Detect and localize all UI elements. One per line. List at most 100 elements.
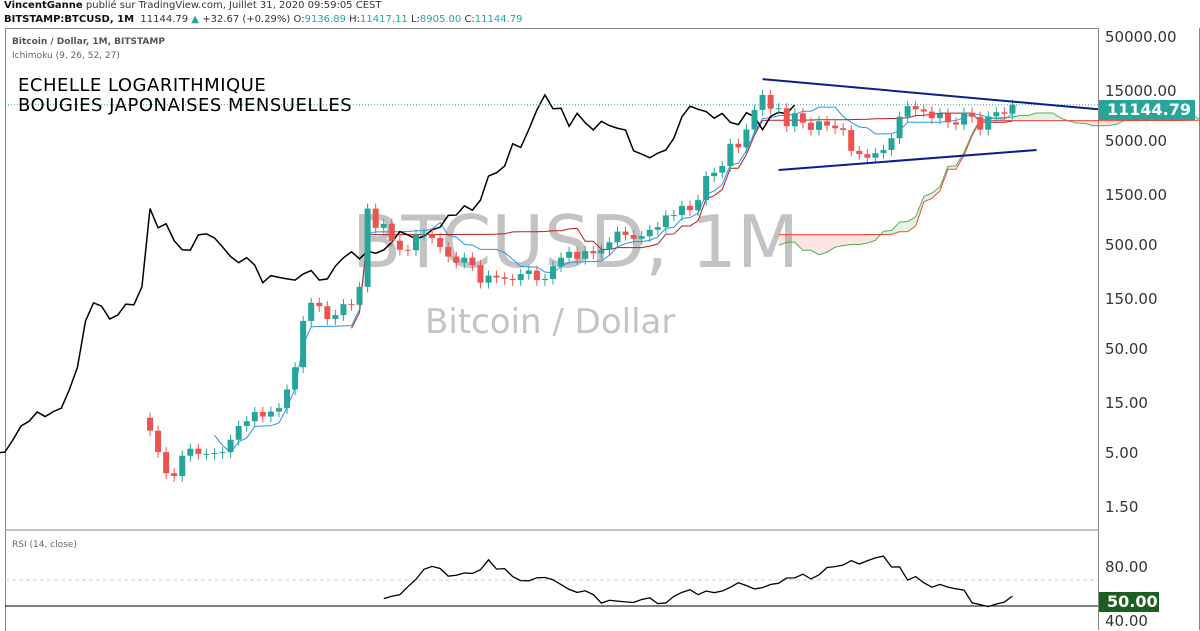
price-tick-label: 15.00: [1105, 394, 1148, 413]
author[interactable]: VincentGanne: [4, 0, 83, 11]
kumo-cloud-segment: [851, 234, 860, 245]
candle-body: [340, 304, 347, 316]
symbol-info: BITSTAMP:BTCUSD, 1M 11144.79 ▲ +32.67 (+…: [4, 14, 523, 25]
price-tick-label: 150.00: [1105, 290, 1158, 309]
kumo-cloud-segment: [1052, 113, 1061, 121]
kumo-cloud-segment: [802, 234, 811, 251]
candle-body: [662, 215, 669, 228]
candle-body: [888, 138, 895, 150]
candle-body: [695, 200, 702, 211]
candle-body: [404, 249, 411, 251]
candle-body: [654, 227, 661, 230]
kumo-cloud-segment: [931, 186, 940, 199]
candle-body: [598, 249, 605, 254]
candle-body: [517, 274, 524, 281]
publish-info: VincentGanne publié sur TradingView.com,…: [4, 0, 381, 11]
kumo-cloud-segment: [1093, 120, 1102, 126]
candle-body: [985, 116, 992, 130]
candle-body: [284, 389, 291, 409]
candle-body: [235, 425, 242, 440]
candle-body: [332, 315, 339, 320]
candle-body: [396, 240, 403, 250]
price-tick-label: 1.50: [1105, 498, 1139, 517]
candle-body: [993, 112, 1000, 117]
candle-body: [670, 215, 677, 217]
watermark-name: Bitcoin / Dollar: [425, 302, 676, 342]
rsi-50-tag: 50.00: [1099, 592, 1159, 612]
candle-body: [485, 275, 492, 283]
rsi-tick-label: 40.00: [1105, 612, 1148, 630]
candle-body: [751, 109, 758, 130]
candle-body: [259, 411, 266, 417]
candle-body: [429, 233, 436, 238]
candle-body: [678, 205, 685, 216]
annotation-line2: BOUGIES JAPONAISES MENSUELLES: [18, 95, 353, 116]
candle-body: [977, 116, 984, 130]
candle-body: [421, 233, 428, 235]
candle-body: [791, 113, 798, 127]
candle-body: [324, 306, 331, 320]
rsi-line: [383, 555, 1013, 608]
candle-body: [477, 265, 484, 283]
kumo-cloud-segment: [1101, 120, 1110, 126]
candle-body: [243, 421, 250, 426]
candle-body: [687, 205, 694, 211]
candle-body: [638, 236, 645, 239]
watermark-symbol: BTCUSD, 1M: [352, 200, 799, 284]
candle-body: [944, 113, 951, 123]
candle-body: [203, 453, 210, 455]
legend-ichimoku[interactable]: Ichimoku (9, 26, 52, 27): [12, 51, 120, 61]
candle-body: [582, 251, 589, 259]
candle-body: [501, 277, 508, 279]
candle-body: [783, 108, 790, 127]
candle-body: [364, 208, 371, 287]
chikou-span: [0, 93, 796, 454]
candle-body: [163, 452, 170, 474]
kumo-cloud-segment: [891, 222, 900, 235]
candle-body: [509, 278, 516, 281]
candle-body: [267, 411, 274, 417]
candle-body: [872, 153, 879, 158]
candle-body: [275, 408, 282, 412]
low-label: L:: [410, 14, 420, 25]
price-tick-label: 500.00: [1105, 236, 1158, 254]
kumo-cloud-segment: [1044, 113, 1053, 121]
last-price-tag: 11144.79: [1099, 100, 1195, 120]
senkou-span-b: [778, 119, 1200, 236]
candle-body: [195, 448, 202, 454]
candle-body: [219, 452, 226, 454]
candle-body: [735, 143, 742, 148]
candle-body: [541, 278, 548, 281]
tenkan-sen: [214, 106, 1013, 454]
legend-rsi[interactable]: RSI (14, close): [12, 540, 77, 550]
candle-body: [961, 112, 968, 125]
price-tick-label: 1500.00: [1105, 186, 1168, 205]
candle-body: [179, 455, 186, 477]
kumo-cloud-segment: [810, 234, 819, 255]
candle-body: [227, 439, 234, 453]
candle-body: [719, 166, 726, 173]
candle-body: [848, 130, 855, 151]
candle-body: [308, 302, 315, 321]
kumo-cloud-segment: [1036, 113, 1045, 121]
open-value: 9136.89: [304, 14, 346, 25]
candle-body: [767, 94, 774, 109]
open-label: O:: [293, 14, 305, 25]
candle-body: [590, 251, 597, 254]
candle-body: [912, 106, 919, 110]
candle-body: [453, 256, 460, 263]
price-tick-label: 15000.00: [1105, 82, 1177, 101]
candle-body: [437, 237, 444, 248]
candle-body: [380, 223, 387, 228]
candle-body: [727, 143, 734, 167]
symbol: BITSTAMP:BTCUSD, 1M: [4, 14, 135, 25]
price-tick-label: 50.00: [1105, 340, 1148, 358]
candle-body: [574, 251, 581, 259]
candle-body: [832, 125, 839, 129]
candle-body: [711, 172, 718, 177]
candle-body: [187, 448, 194, 456]
rsi-tick-label: 80.00: [1105, 558, 1148, 576]
candle-body: [799, 113, 806, 123]
candle-body: [316, 302, 323, 307]
